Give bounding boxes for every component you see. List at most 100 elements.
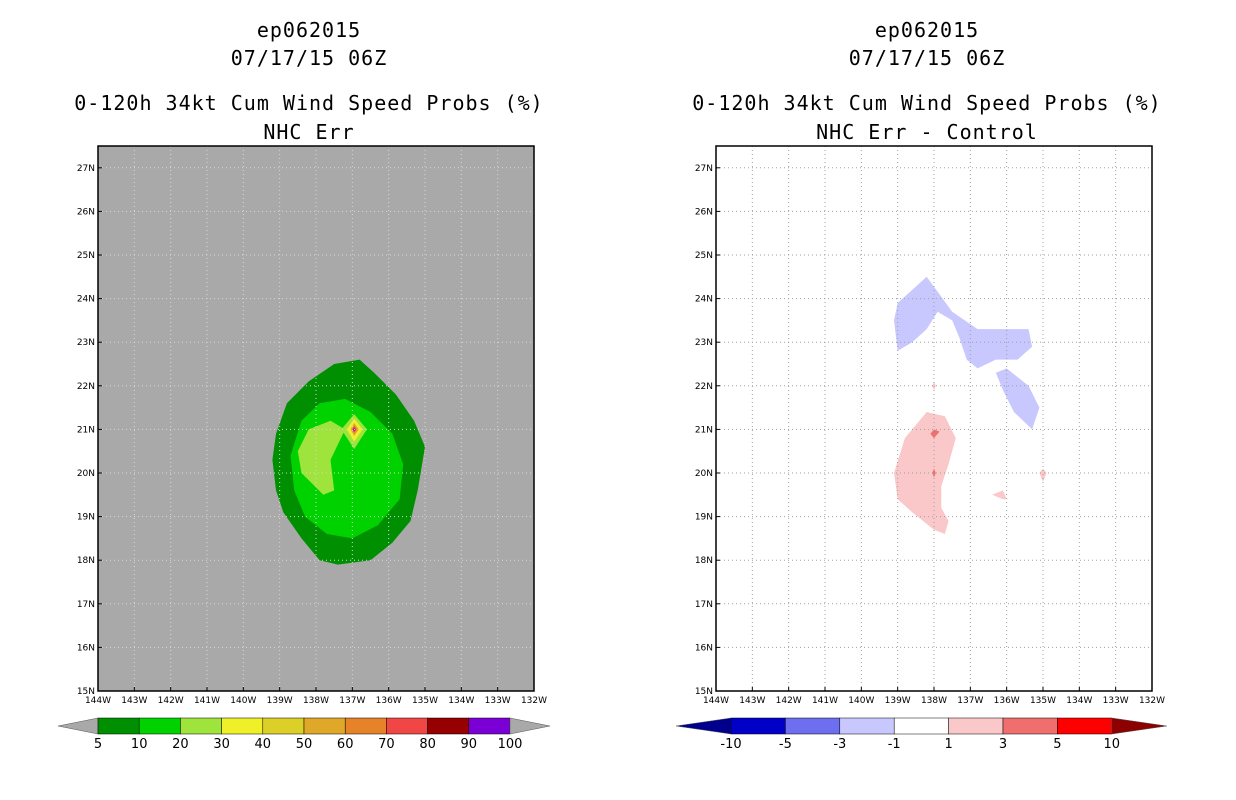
colorbar-swatch bbox=[893, 717, 949, 735]
x-tick-label: 132W bbox=[1139, 696, 1165, 706]
x-tick-label: 135W bbox=[1030, 696, 1056, 706]
x-tick-label: 132W bbox=[521, 696, 547, 706]
y-tick-label: 26N bbox=[695, 207, 713, 217]
y-tick-label: 19N bbox=[77, 513, 95, 523]
colorbar-label: 80 bbox=[419, 737, 436, 752]
colorbar-swatch bbox=[468, 717, 511, 735]
colorbar-label: 90 bbox=[461, 737, 478, 752]
colorbar-swatch bbox=[785, 717, 841, 735]
datetime-title: 07/17/15 06Z bbox=[848, 46, 1006, 70]
colorbar-label: 10 bbox=[131, 737, 148, 752]
colorbar-under-arrow bbox=[675, 717, 732, 735]
colorbar-swatch bbox=[1057, 717, 1113, 735]
colorbar-label: 5 bbox=[94, 737, 102, 752]
colorbar-swatch bbox=[344, 717, 387, 735]
colorbar: 5 10 20 30 40 50 60 70 80 90 100 bbox=[57, 717, 551, 752]
contour-3-to-5-b bbox=[932, 468, 936, 478]
colorbar-label: 50 bbox=[296, 737, 313, 752]
x-tick-label: 133W bbox=[485, 696, 511, 706]
y-tick-label: 19N bbox=[695, 513, 713, 523]
chart-title: 0-120h 34kt Cum Wind Speed Probs (%) bbox=[74, 91, 544, 115]
colorbar-label: -3 bbox=[833, 737, 846, 752]
y-tick-label: 17N bbox=[77, 600, 95, 610]
x-tick-label: 138W bbox=[921, 696, 947, 706]
colorbar-label: 100 bbox=[498, 737, 523, 752]
x-tick-label: 133W bbox=[1103, 696, 1129, 706]
y-tick-label: 20N bbox=[77, 469, 95, 479]
x-tick-label: 140W bbox=[848, 696, 874, 706]
x-tick-label: 135W bbox=[412, 696, 438, 706]
y-tick-label: 22N bbox=[695, 382, 713, 392]
colorbar-label: 1 bbox=[944, 737, 952, 752]
colorbar-label: 60 bbox=[337, 737, 354, 752]
map-plot-right: 144W 143W 142W 141W 140W 139W 138W 137W 136W 135W… bbox=[675, 145, 1167, 752]
contour-1-to-3-b bbox=[1039, 468, 1047, 482]
x-tick-label: 140W bbox=[230, 696, 256, 706]
x-tick-label: 134W bbox=[448, 696, 474, 706]
chart-subtitle: NHC Err - Control bbox=[816, 120, 1038, 144]
x-tick-label: 139W bbox=[267, 696, 293, 706]
y-tick-label: 18N bbox=[77, 556, 95, 566]
colorbar-swatch bbox=[386, 717, 428, 735]
y-tick-label: 22N bbox=[77, 382, 95, 392]
y-tick-label: 15N bbox=[77, 687, 95, 697]
y-tick-label: 27N bbox=[695, 164, 713, 174]
x-tick-label: 144W bbox=[703, 696, 729, 706]
colorbar-swatch bbox=[427, 717, 470, 735]
contour-20-30 bbox=[297, 420, 346, 495]
colorbar-label: 20 bbox=[172, 737, 189, 752]
colorbar-swatch bbox=[138, 717, 181, 735]
x-tick-label: 137W bbox=[339, 696, 365, 706]
colorbar-label: -10 bbox=[720, 737, 741, 752]
colorbar-swatch bbox=[262, 717, 305, 735]
datetime-title: 07/17/15 06Z bbox=[230, 46, 388, 70]
y-tick-label: 23N bbox=[77, 338, 95, 348]
y-tick-label: 16N bbox=[77, 643, 95, 653]
x-tick-label: 141W bbox=[812, 696, 838, 706]
contour--3-to--1 bbox=[894, 276, 1033, 369]
colorbar-label: 3 bbox=[999, 737, 1007, 752]
contour-3-to-5 bbox=[930, 429, 940, 439]
contour-1-to-3-c bbox=[992, 490, 1007, 500]
x-tick-label: 143W bbox=[121, 696, 147, 706]
colorbar-under-arrow bbox=[57, 717, 99, 735]
y-tick-label: 21N bbox=[695, 425, 713, 435]
x-tick-label: 144W bbox=[85, 696, 111, 706]
colorbar-label: 5 bbox=[1053, 737, 1061, 752]
colorbar-label: 70 bbox=[378, 737, 395, 752]
x-tick-label: 137W bbox=[957, 696, 983, 706]
y-tick-label: 18N bbox=[695, 556, 713, 566]
x-tick-label: 138W bbox=[303, 696, 329, 706]
map-plot-left: 144W 143W 142W 141W 140W 139W 138W 137W 136W 135W… bbox=[57, 145, 551, 752]
colorbar-label: 30 bbox=[213, 737, 230, 752]
colorbar-over-arrow bbox=[509, 717, 551, 735]
y-tick-label: 24N bbox=[695, 295, 713, 305]
colorbar-label: -1 bbox=[888, 737, 901, 752]
y-tick-label: 21N bbox=[77, 425, 95, 435]
x-tick-label: 139W bbox=[885, 696, 911, 706]
x-tick-label: 142W bbox=[158, 696, 184, 706]
y-tick-label: 27N bbox=[77, 164, 95, 174]
y-tick-label: 25N bbox=[77, 251, 95, 261]
colorbar-label: -5 bbox=[779, 737, 792, 752]
y-tick-label: 17N bbox=[695, 600, 713, 610]
colorbar-swatch bbox=[839, 717, 895, 735]
y-tick-label: 25N bbox=[695, 251, 713, 261]
colorbar: -10 -5 -3 -1 1 3 5 10 bbox=[675, 717, 1167, 752]
chart-title: 0-120h 34kt Cum Wind Speed Probs (%) bbox=[692, 91, 1162, 115]
y-tick-label: 15N bbox=[695, 687, 713, 697]
x-tick-label: 142W bbox=[776, 696, 802, 706]
x-tick-label: 134W bbox=[1066, 696, 1092, 706]
colorbar-swatch bbox=[1002, 717, 1058, 735]
chart-subtitle: NHC Err bbox=[263, 120, 355, 144]
colorbar-swatch bbox=[730, 717, 786, 735]
colorbar-swatch bbox=[97, 717, 140, 735]
y-tick-label: 20N bbox=[695, 469, 713, 479]
colorbar-label: 40 bbox=[255, 737, 272, 752]
colorbar-swatch bbox=[948, 717, 1004, 735]
x-tick-label: 136W bbox=[376, 696, 402, 706]
x-tick-label: 136W bbox=[994, 696, 1020, 706]
y-tick-label: 16N bbox=[695, 643, 713, 653]
y-tick-label: 24N bbox=[77, 295, 95, 305]
chart-panel-left: ep062015 07/17/15 06Z 0-120h 34kt Cum Wi… bbox=[57, 18, 551, 752]
